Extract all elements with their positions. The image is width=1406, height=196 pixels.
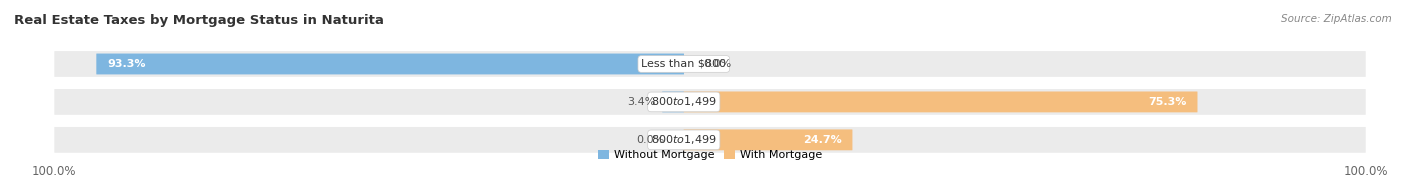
FancyBboxPatch shape — [662, 92, 683, 112]
FancyBboxPatch shape — [97, 54, 683, 74]
Text: Less than $800: Less than $800 — [641, 59, 727, 69]
FancyBboxPatch shape — [683, 92, 1198, 112]
Legend: Without Mortgage, With Mortgage: Without Mortgage, With Mortgage — [593, 145, 827, 165]
FancyBboxPatch shape — [683, 129, 852, 150]
Text: 0.0%: 0.0% — [703, 59, 731, 69]
Text: 24.7%: 24.7% — [803, 135, 842, 145]
Text: $800 to $1,499: $800 to $1,499 — [651, 95, 717, 108]
Text: Real Estate Taxes by Mortgage Status in Naturita: Real Estate Taxes by Mortgage Status in … — [14, 14, 384, 27]
Text: 93.3%: 93.3% — [107, 59, 145, 69]
Text: 75.3%: 75.3% — [1149, 97, 1187, 107]
FancyBboxPatch shape — [55, 89, 1365, 115]
Text: 0.0%: 0.0% — [636, 135, 664, 145]
Text: 3.4%: 3.4% — [627, 97, 655, 107]
FancyBboxPatch shape — [55, 51, 1365, 77]
Text: Source: ZipAtlas.com: Source: ZipAtlas.com — [1281, 14, 1392, 24]
Text: $800 to $1,499: $800 to $1,499 — [651, 133, 717, 146]
FancyBboxPatch shape — [55, 127, 1365, 153]
